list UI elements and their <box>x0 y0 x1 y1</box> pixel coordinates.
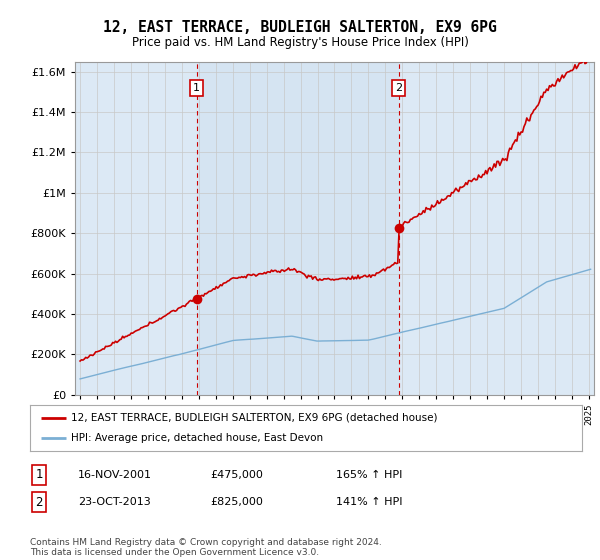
Text: HPI: Average price, detached house, East Devon: HPI: Average price, detached house, East… <box>71 433 323 443</box>
Text: Price paid vs. HM Land Registry's House Price Index (HPI): Price paid vs. HM Land Registry's House … <box>131 36 469 49</box>
Text: Contains HM Land Registry data © Crown copyright and database right 2024.
This d: Contains HM Land Registry data © Crown c… <box>30 538 382 557</box>
Text: 165% ↑ HPI: 165% ↑ HPI <box>336 470 403 480</box>
Text: £475,000: £475,000 <box>210 470 263 480</box>
Text: 23-OCT-2013: 23-OCT-2013 <box>78 497 151 507</box>
Text: 12, EAST TERRACE, BUDLEIGH SALTERTON, EX9 6PG: 12, EAST TERRACE, BUDLEIGH SALTERTON, EX… <box>103 20 497 35</box>
Text: 12, EAST TERRACE, BUDLEIGH SALTERTON, EX9 6PG (detached house): 12, EAST TERRACE, BUDLEIGH SALTERTON, EX… <box>71 413 438 423</box>
Text: 2: 2 <box>395 83 403 93</box>
Text: £825,000: £825,000 <box>210 497 263 507</box>
Text: 1: 1 <box>35 468 43 482</box>
Text: 2: 2 <box>35 496 43 509</box>
Text: 16-NOV-2001: 16-NOV-2001 <box>78 470 152 480</box>
Bar <box>197 62 399 395</box>
Text: 141% ↑ HPI: 141% ↑ HPI <box>336 497 403 507</box>
Text: 1: 1 <box>193 83 200 93</box>
